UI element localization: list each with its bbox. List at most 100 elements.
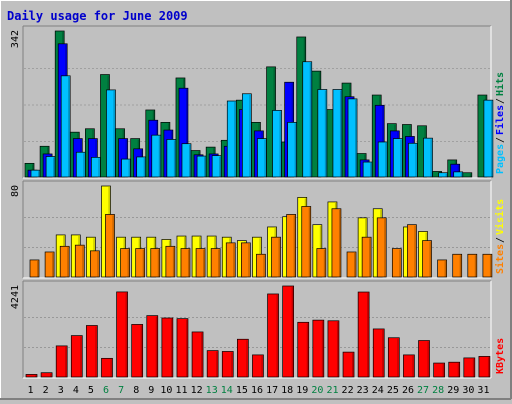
x-tick-label-7: 7 — [118, 385, 124, 396]
bar-pages-27-shade — [430, 139, 432, 177]
bar-kbytes-24-shade — [382, 329, 384, 377]
bar-pages-31-shade — [490, 101, 493, 177]
bar-pages-29-shade — [460, 172, 463, 177]
bar-kbytes-16-shade — [261, 355, 263, 377]
y-max-label: 4241 — [10, 285, 21, 309]
bar-kbytes-14 — [221, 351, 234, 378]
bar-pages-2-shade — [53, 157, 55, 177]
x-tick-label-4: 4 — [73, 385, 79, 396]
bar-sites-24-shade — [384, 218, 386, 277]
y-max-label: 342 — [10, 30, 21, 48]
bar-sites-16 — [256, 253, 266, 278]
legend-visits-sites: Sites/ Visits — [494, 199, 506, 274]
x-tick-label-6: 6 — [103, 385, 109, 396]
bar-sites-22-shade — [354, 252, 356, 277]
bar-kbytes-3 — [55, 345, 68, 378]
bar-pages-19-shade — [309, 62, 312, 177]
bar-sites-27 — [422, 240, 432, 278]
bar-sites-1-shade — [37, 260, 39, 277]
x-tick-label-8: 8 — [133, 385, 139, 396]
bar-kbytes-21 — [327, 320, 340, 378]
bar-pages-12-shade — [204, 157, 206, 177]
legend-separator: / — [495, 98, 506, 104]
x-tick-label-19: 19 — [296, 385, 308, 396]
bar-sites-20 — [316, 248, 327, 278]
bar-pages-23-shade — [370, 163, 372, 177]
x-tick-label-22: 22 — [342, 385, 354, 396]
bar-sites-1 — [29, 259, 40, 278]
bar-sites-18-shade — [293, 215, 295, 277]
bar-pages-15-shade — [249, 94, 251, 177]
bar-sites-17 — [271, 236, 281, 278]
bar-sites-19-shade — [308, 207, 311, 277]
x-tick-label-27: 27 — [417, 385, 429, 396]
bar-sites-12 — [195, 248, 206, 278]
bar-sites-26 — [407, 224, 417, 278]
bar-kbytes-1-shade — [35, 375, 37, 377]
bar-kbytes-30-shade — [472, 358, 475, 377]
bar-kbytes-28-shade — [442, 364, 444, 377]
bar-sites-6-shade — [112, 215, 114, 277]
bar-pages-9-shade — [158, 136, 161, 177]
bar-kbytes-29-shade — [457, 363, 460, 377]
legend-separator: / — [495, 237, 506, 243]
x-tick-label-3: 3 — [58, 385, 64, 396]
bar-sites-31 — [482, 253, 493, 278]
bar-sites-29 — [452, 253, 463, 278]
chart-title: Daily usage for June 2009 — [7, 9, 188, 23]
x-tick-label-30: 30 — [462, 385, 474, 396]
bar-pages-11-shade — [188, 144, 191, 177]
bar-sites-16-shade — [263, 255, 265, 277]
bar-sites-14 — [225, 242, 236, 278]
bar-pages-7-shade — [128, 160, 130, 177]
bar-kbytes-8-shade — [140, 325, 142, 377]
panel-kbytes: 4241 KBytes — [10, 280, 506, 379]
x-tick-label-18: 18 — [281, 385, 293, 396]
bar-kbytes-4-shade — [80, 336, 82, 377]
bar-sites-30-shade — [474, 255, 477, 277]
bar-kbytes-5 — [86, 325, 98, 378]
legend-files: Files — [494, 105, 506, 135]
bar-sites-5-shade — [97, 251, 99, 277]
bar-sites-11-shade — [187, 249, 190, 277]
bar-kbytes-22-shade — [352, 353, 354, 377]
bar-kbytes-29 — [448, 361, 461, 378]
bar-kbytes-13 — [206, 350, 219, 378]
bar-kbytes-16 — [252, 354, 264, 378]
bar-kbytes-27 — [418, 340, 430, 378]
bar-files-7-shade — [125, 139, 127, 177]
bar-pages-10-shade — [173, 140, 176, 177]
bar-pages-5-shade — [98, 158, 100, 177]
bar-pages-31 — [483, 99, 494, 178]
x-tick-label-16: 16 — [251, 385, 263, 396]
bar-sites-20-shade — [323, 249, 326, 277]
bar-hits-30 — [462, 172, 473, 178]
x-tick-label-31: 31 — [477, 385, 489, 396]
legend-kbytes: KBytes — [495, 338, 506, 374]
x-tick-label-29: 29 — [447, 385, 459, 396]
bar-sites-28-shade — [444, 260, 446, 277]
legend-separator: / — [495, 137, 506, 143]
legend-hits: Hits — [494, 72, 506, 96]
bar-sites-15-shade — [248, 243, 250, 277]
x-tick-label-25: 25 — [387, 385, 399, 396]
bar-kbytes-22 — [342, 351, 355, 378]
bar-pages-13-shade — [219, 156, 221, 177]
bar-sites-6 — [105, 214, 115, 278]
bar-sites-5 — [90, 250, 100, 278]
bar-sites-23 — [361, 236, 372, 278]
bar-kbytes-12-shade — [201, 332, 203, 377]
bar-kbytes-10 — [161, 317, 174, 378]
bar-kbytes-20-shade — [321, 321, 324, 377]
bar-kbytes-25-shade — [397, 338, 399, 377]
x-tick-label-5: 5 — [88, 385, 94, 396]
legend-hits-files-pages: Pages/Files/Hits — [494, 72, 506, 174]
bar-pages-16-shade — [264, 139, 266, 177]
bar-kbytes-9 — [146, 315, 159, 378]
x-tick-label-17: 17 — [266, 385, 278, 396]
bar-kbytes-6 — [101, 357, 113, 378]
bar-kbytes-23-shade — [367, 293, 369, 377]
x-tick-label-28: 28 — [432, 385, 444, 396]
